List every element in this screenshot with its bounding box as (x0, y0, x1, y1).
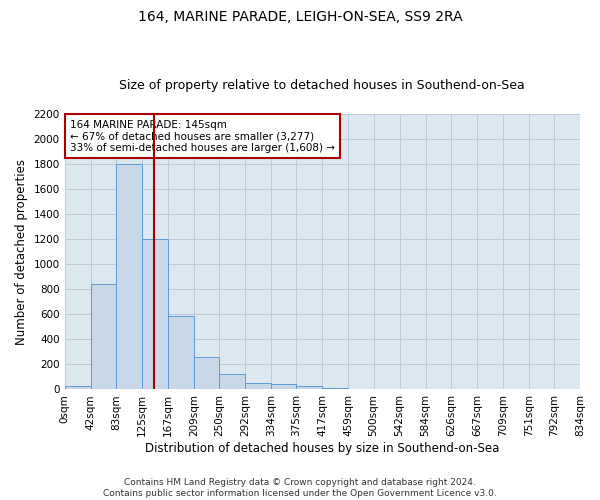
Bar (91, 284, 116, 390)
Title: Size of property relative to detached houses in Southend-on-Sea: Size of property relative to detached ho… (119, 79, 525, 92)
Bar (245, 383, 271, 390)
Bar (168, 316, 194, 390)
Bar (322, 388, 348, 390)
Bar (194, 357, 219, 390)
Text: Contains HM Land Registry data © Crown copyright and database right 2024.
Contai: Contains HM Land Registry data © Crown c… (103, 478, 497, 498)
Y-axis label: Number of detached properties: Number of detached properties (15, 158, 28, 344)
Bar (219, 374, 245, 390)
Bar (65, 386, 91, 390)
Text: 164 MARINE PARADE: 145sqm
← 67% of detached houses are smaller (3,277)
33% of se: 164 MARINE PARADE: 145sqm ← 67% of detac… (70, 120, 335, 152)
X-axis label: Distribution of detached houses by size in Southend-on-Sea: Distribution of detached houses by size … (145, 442, 500, 455)
Text: 164, MARINE PARADE, LEIGH-ON-SEA, SS9 2RA: 164, MARINE PARADE, LEIGH-ON-SEA, SS9 2R… (137, 10, 463, 24)
Bar (142, 239, 168, 390)
Bar (271, 384, 296, 390)
Bar (296, 386, 322, 390)
Bar (116, 164, 142, 390)
